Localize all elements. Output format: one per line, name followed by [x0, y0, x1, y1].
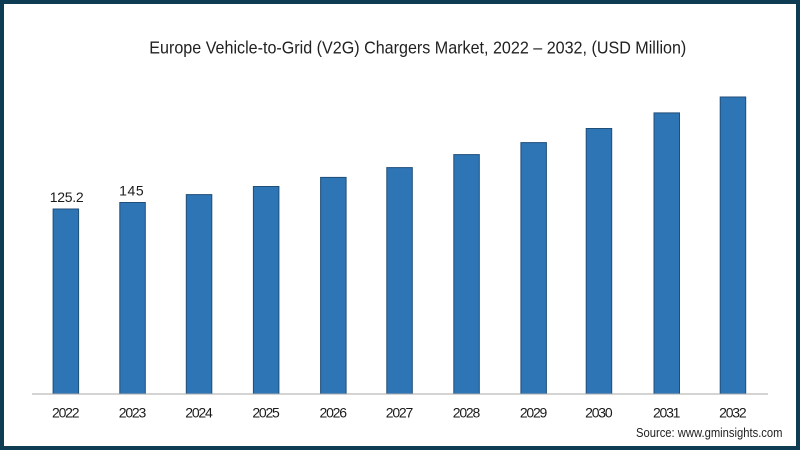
svg-text:125.2: 125.2: [50, 189, 84, 205]
svg-text:145: 145: [119, 182, 144, 198]
svg-text:2026: 2026: [320, 405, 348, 421]
svg-text:Source: www.gminsights.com: Source: www.gminsights.com: [636, 425, 783, 440]
svg-text:2027: 2027: [386, 405, 414, 421]
svg-text:2032: 2032: [719, 405, 747, 421]
svg-text:2028: 2028: [453, 405, 481, 421]
svg-text:2029: 2029: [520, 405, 548, 421]
svg-text:2031: 2031: [653, 405, 681, 421]
svg-text:2025: 2025: [252, 405, 280, 421]
svg-text:2023: 2023: [119, 405, 147, 421]
svg-text:Europe Vehicle-to-Grid (V2G) C: Europe Vehicle-to-Grid (V2G) Chargers Ma…: [149, 37, 686, 57]
svg-text:2024: 2024: [185, 405, 213, 421]
svg-text:2030: 2030: [585, 405, 613, 421]
svg-text:2022: 2022: [52, 405, 80, 421]
